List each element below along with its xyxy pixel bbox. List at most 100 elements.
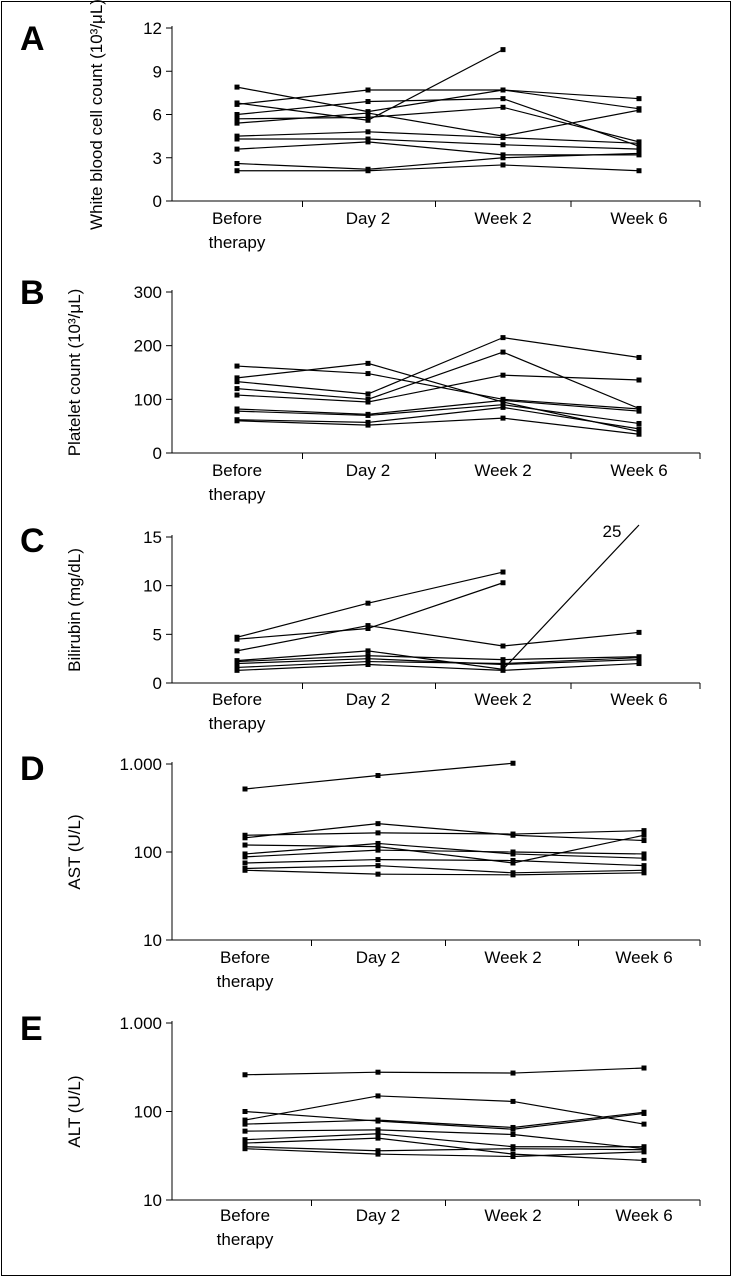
data-point-marker [242, 860, 248, 866]
data-point-marker [234, 120, 240, 126]
data-point-marker [365, 625, 371, 631]
data-point-marker [234, 667, 240, 673]
series-line-segment [502, 656, 640, 661]
data-point-marker [234, 168, 240, 174]
series-line-segment [367, 650, 504, 670]
data-point-marker [641, 870, 647, 876]
x-tick-label: Week 2 [484, 1206, 541, 1225]
data-point-marker [500, 47, 506, 53]
series-line-segment [244, 1110, 379, 1122]
panel-letter: D [20, 750, 45, 788]
series-line-segment [367, 89, 504, 113]
x-tick-label: Week 2 [474, 209, 531, 228]
data-point-marker [365, 412, 371, 418]
series-line-segment [502, 136, 640, 144]
data-point-marker [510, 1098, 516, 1104]
series-line-segment [236, 419, 369, 424]
series-line-segment [377, 849, 514, 853]
off-scale-value-label: 25 [603, 522, 622, 541]
series-line-segment [377, 865, 514, 874]
series-line-segment [502, 406, 640, 430]
data-point-marker [641, 851, 647, 857]
data-point-marker [365, 139, 371, 145]
y-axis-title: AST (U/L) [65, 814, 84, 889]
data-point-marker [234, 363, 240, 369]
series-line-segment [236, 650, 369, 662]
series-line-segment [502, 398, 640, 410]
data-point-marker [242, 835, 248, 841]
series-line-segment [377, 1137, 514, 1155]
series-line-segment [244, 1137, 379, 1144]
data-point-marker [365, 114, 371, 120]
x-tick-label: Week 2 [474, 690, 531, 709]
data-point-marker [641, 1121, 647, 1127]
data-point-marker [500, 349, 506, 355]
panel-letter: C [20, 522, 45, 560]
data-point-marker [365, 360, 371, 366]
y-tick-label: 3 [153, 149, 162, 168]
series-line-segment [512, 851, 645, 855]
data-point-marker [641, 832, 647, 838]
series-line-segment [236, 394, 369, 403]
data-point-marker [641, 863, 647, 869]
data-point-marker [234, 636, 240, 642]
series-line-segment [367, 624, 504, 647]
y-tick-label: 100 [134, 1103, 162, 1122]
series-line-segment [367, 404, 504, 417]
x-tick-label: Day 2 [356, 948, 400, 967]
data-point-marker [375, 1131, 381, 1137]
series-line-segment [236, 141, 369, 150]
data-point-marker [234, 161, 240, 167]
x-tick-label-before-therapy: Before therapy [217, 948, 274, 991]
x-tick-label-before-therapy: Before therapy [209, 209, 266, 252]
data-point-marker [500, 87, 506, 93]
series-line-segment [512, 1067, 645, 1074]
series-line-segment [502, 417, 640, 435]
data-point-marker [365, 168, 371, 174]
series-line-segment [367, 157, 504, 170]
series-line-segment [244, 865, 379, 870]
series-line-segment [244, 1133, 379, 1141]
data-point-marker [242, 786, 248, 792]
data-point-marker [365, 110, 371, 116]
data-point-marker [375, 847, 381, 853]
data-point-marker [242, 867, 248, 873]
data-point-marker [365, 99, 371, 105]
data-point-marker [365, 391, 371, 397]
data-point-marker [500, 657, 506, 663]
series-line-segment [512, 1148, 645, 1151]
series-line-segment [236, 365, 369, 375]
data-point-marker [365, 659, 371, 665]
x-tick-label-before-therapy: Before therapy [209, 690, 266, 733]
data-point-marker [242, 1146, 248, 1152]
data-point-marker [636, 354, 642, 360]
y-tick-label: 300 [134, 283, 162, 302]
data-point-marker [365, 129, 371, 135]
data-point-marker [242, 1072, 248, 1078]
series-line-segment [512, 853, 645, 859]
series-line-segment [236, 112, 369, 124]
x-tick-label: Week 6 [610, 209, 667, 228]
data-point-marker [242, 1128, 248, 1134]
data-point-marker [510, 1146, 516, 1152]
data-point-marker [365, 656, 371, 662]
data-point-marker [375, 840, 381, 846]
series-line-segment [236, 660, 369, 669]
x-tick-label-before-therapy: Before therapy [209, 461, 266, 504]
series-line-segment [512, 1112, 645, 1130]
series-line-segment [236, 89, 369, 106]
x-tick-label: Day 2 [346, 209, 390, 228]
series-line-segment [244, 849, 379, 858]
series-line-segment [377, 1133, 514, 1148]
data-point-marker [641, 1157, 647, 1163]
series-line-segment [377, 1129, 514, 1136]
data-point-marker [500, 404, 506, 410]
data-point-marker [636, 655, 642, 661]
data-point-marker [500, 397, 506, 403]
series-line-segment [367, 663, 504, 671]
series-line-segment [377, 1119, 514, 1129]
data-point-marker [636, 405, 642, 411]
series-line-segment [236, 624, 369, 652]
